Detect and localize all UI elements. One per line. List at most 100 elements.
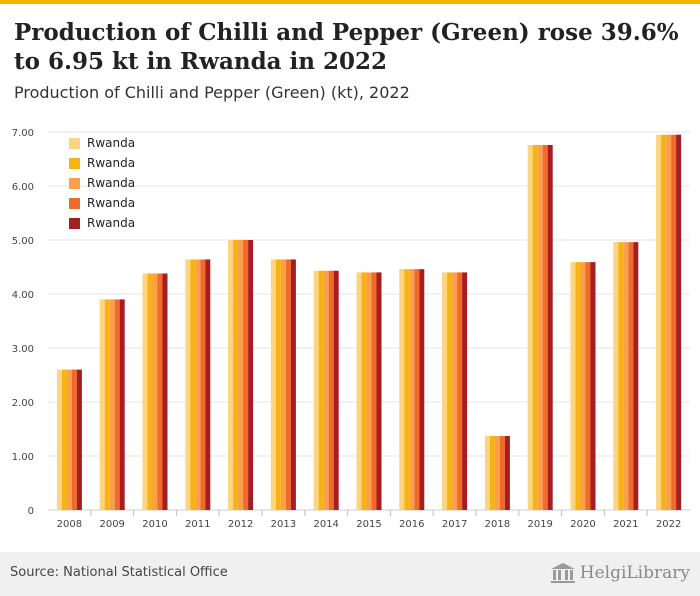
bar[interactable]	[613, 242, 619, 510]
y-tick-label: 0	[28, 506, 34, 517]
chart-subtitle: Production of Chilli and Pepper (Green) …	[14, 83, 410, 102]
bar[interactable]	[238, 240, 244, 510]
legend-swatch	[69, 138, 80, 149]
bar[interactable]	[527, 144, 533, 510]
y-tick-label: 7.00	[12, 128, 34, 139]
bar[interactable]	[628, 242, 634, 510]
bar[interactable]	[147, 273, 153, 510]
bar[interactable]	[661, 134, 667, 510]
bar[interactable]	[494, 436, 500, 510]
bar[interactable]	[570, 262, 576, 510]
bar[interactable]	[504, 436, 510, 510]
bar[interactable]	[676, 134, 682, 510]
bar[interactable]	[409, 269, 415, 510]
bar[interactable]	[190, 259, 196, 510]
bar[interactable]	[243, 240, 249, 510]
bar[interactable]	[457, 272, 463, 510]
bar[interactable]	[447, 272, 453, 510]
bar[interactable]	[366, 272, 372, 510]
bar[interactable]	[99, 299, 105, 510]
chart-title: Production of Chilli and Pepper (Green) …	[14, 19, 679, 75]
bar[interactable]	[185, 259, 191, 510]
bar[interactable]	[547, 144, 553, 510]
bar-chart: 0 1.00 2.00 3.00 4.00 5.00 6.00 7.00 2008 2009 201…	[0, 112, 700, 552]
bar[interactable]	[590, 262, 596, 510]
legend-swatch	[69, 158, 80, 169]
bar[interactable]	[228, 240, 234, 510]
y-tick-label: 3.00	[12, 344, 34, 355]
chart-footer: Source: National Statistical Office Helg…	[0, 552, 700, 596]
bar[interactable]	[66, 369, 72, 510]
y-tick-label: 2.00	[12, 398, 34, 409]
bar[interactable]	[484, 436, 490, 510]
bar[interactable]	[585, 262, 591, 510]
legend-swatch	[69, 178, 80, 189]
bar[interactable]	[580, 262, 586, 510]
bar[interactable]	[623, 242, 629, 510]
y-tick-label: 4.00	[12, 290, 34, 301]
bar[interactable]	[575, 262, 581, 510]
bar[interactable]	[537, 144, 543, 510]
bar[interactable]	[361, 272, 367, 510]
helgilibrary-logo[interactable]: HelgiLibrary	[550, 560, 690, 586]
bar[interactable]	[376, 272, 382, 510]
legend-swatch	[69, 198, 80, 209]
bar[interactable]	[280, 259, 286, 510]
bar[interactable]	[404, 269, 410, 510]
bar[interactable]	[499, 436, 505, 510]
legend-label: Rwanda	[87, 196, 135, 210]
bar[interactable]	[248, 240, 254, 510]
y-tick-label: 1.00	[12, 452, 34, 463]
bar[interactable]	[71, 369, 77, 510]
legend-label: Rwanda	[87, 136, 135, 150]
bar[interactable]	[419, 269, 425, 510]
x-tick-label: 2011	[185, 519, 210, 530]
bar[interactable]	[233, 240, 239, 510]
bar[interactable]	[142, 273, 148, 510]
bar[interactable]	[542, 144, 548, 510]
bar[interactable]	[275, 259, 281, 510]
bar[interactable]	[61, 369, 67, 510]
bar[interactable]	[318, 270, 324, 510]
bar[interactable]	[152, 273, 158, 510]
x-tick-label: 2017	[442, 519, 467, 530]
bar[interactable]	[76, 369, 82, 510]
legend-label: Rwanda	[87, 156, 135, 170]
bar[interactable]	[462, 272, 468, 510]
bar[interactable]	[56, 369, 62, 510]
bar[interactable]	[313, 270, 319, 510]
bar[interactable]	[162, 273, 168, 510]
x-tick-label: 2020	[570, 519, 595, 530]
bar[interactable]	[489, 436, 495, 510]
bar[interactable]	[532, 144, 538, 510]
bar[interactable]	[290, 259, 296, 510]
legend-label: Rwanda	[87, 216, 135, 230]
bar[interactable]	[333, 270, 339, 510]
bar[interactable]	[452, 272, 458, 510]
bar[interactable]	[119, 299, 125, 510]
bar[interactable]	[442, 272, 448, 510]
bar[interactable]	[157, 273, 163, 510]
x-tick-label: 2010	[142, 519, 167, 530]
bar[interactable]	[270, 259, 276, 510]
bar[interactable]	[356, 272, 362, 510]
bar[interactable]	[285, 259, 291, 510]
bar[interactable]	[633, 242, 639, 510]
bar[interactable]	[109, 299, 115, 510]
bar[interactable]	[205, 259, 211, 510]
bar[interactable]	[323, 270, 329, 510]
source-note: Source: National Statistical Office	[10, 565, 228, 580]
bar[interactable]	[114, 299, 120, 510]
bar[interactable]	[328, 270, 334, 510]
bar[interactable]	[200, 259, 206, 510]
bar[interactable]	[671, 134, 677, 510]
bar[interactable]	[666, 134, 672, 510]
x-tick-label: 2015	[356, 519, 381, 530]
bar[interactable]	[371, 272, 377, 510]
bar[interactable]	[399, 269, 405, 510]
bar[interactable]	[656, 134, 662, 510]
bar[interactable]	[195, 259, 201, 510]
bar[interactable]	[618, 242, 624, 510]
bar[interactable]	[414, 269, 420, 510]
bar[interactable]	[104, 299, 110, 510]
